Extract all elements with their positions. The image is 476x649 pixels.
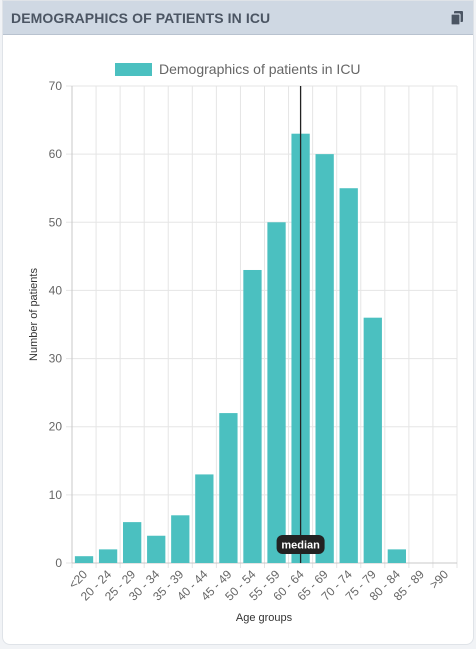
bar[interactable] xyxy=(339,188,358,563)
bar[interactable] xyxy=(147,535,166,563)
bar[interactable] xyxy=(171,515,190,563)
card-header: DEMOGRAPHICS OF PATIENTS IN ICU xyxy=(3,1,473,35)
bar[interactable] xyxy=(219,413,238,563)
y-tick-label: 30 xyxy=(49,352,63,366)
median-label: median xyxy=(281,540,320,552)
y-tick-label: 70 xyxy=(49,79,63,93)
bar[interactable] xyxy=(315,154,334,563)
bar[interactable] xyxy=(363,317,382,563)
median-annotation: median xyxy=(276,86,325,563)
copy-icon[interactable] xyxy=(449,10,465,26)
y-tick-label: 20 xyxy=(49,420,63,434)
y-axis-label: Number of patients xyxy=(28,268,40,361)
card-title: DEMOGRAPHICS OF PATIENTS IN ICU xyxy=(11,9,271,26)
y-tick-label: 50 xyxy=(49,215,63,229)
median-label-box xyxy=(276,535,325,554)
x-tick-label: >90 xyxy=(427,567,452,592)
y-tick-label: 10 xyxy=(49,488,63,502)
y-tick-label: 60 xyxy=(49,147,63,161)
bar[interactable] xyxy=(74,556,94,563)
y-tick-label: 40 xyxy=(49,283,63,297)
bar[interactable] xyxy=(267,222,286,564)
bar[interactable] xyxy=(98,549,118,563)
y-tick-label: 0 xyxy=(55,556,62,570)
bar-chart: Demographics of patients in ICU 0 10 20 30 4… xyxy=(28,61,458,624)
chart-bars xyxy=(74,133,406,564)
chart-legend[interactable]: Demographics of patients in ICU xyxy=(115,61,361,77)
legend-swatch xyxy=(115,63,152,76)
y-axis-ticks: 0 10 20 30 40 50 60 70 xyxy=(49,79,63,570)
bar[interactable] xyxy=(123,522,142,563)
bar[interactable] xyxy=(243,269,262,563)
bar[interactable] xyxy=(195,474,214,563)
x-axis-label: Age groups xyxy=(236,612,293,624)
legend-label: Demographics of patients in ICU xyxy=(159,61,361,77)
bar[interactable] xyxy=(387,549,406,563)
